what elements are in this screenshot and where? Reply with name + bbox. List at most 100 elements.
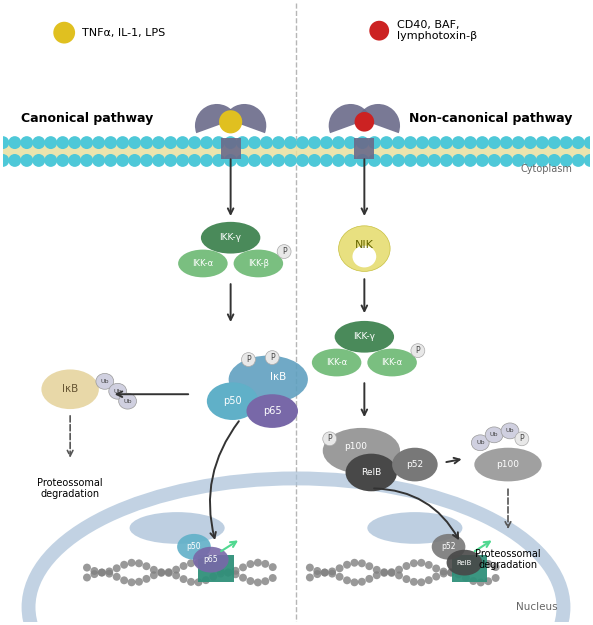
Ellipse shape: [452, 154, 465, 167]
Ellipse shape: [177, 534, 211, 559]
Text: IKK-γ: IKK-γ: [219, 233, 241, 242]
Ellipse shape: [484, 560, 492, 568]
Ellipse shape: [127, 559, 136, 567]
Ellipse shape: [584, 136, 593, 149]
Text: IκB: IκB: [62, 384, 78, 394]
Ellipse shape: [447, 569, 455, 576]
Ellipse shape: [212, 136, 225, 149]
Ellipse shape: [336, 564, 343, 572]
Ellipse shape: [560, 154, 573, 167]
Text: Canonical pathway: Canonical pathway: [21, 112, 153, 126]
Bar: [221, 138, 241, 159]
Ellipse shape: [464, 154, 477, 167]
Ellipse shape: [248, 136, 261, 149]
Ellipse shape: [404, 136, 417, 149]
Ellipse shape: [260, 136, 273, 149]
Text: RelB: RelB: [457, 559, 472, 566]
Ellipse shape: [140, 136, 153, 149]
Ellipse shape: [42, 369, 99, 409]
Text: p50: p50: [224, 396, 242, 406]
Ellipse shape: [440, 136, 453, 149]
Ellipse shape: [343, 561, 351, 569]
Ellipse shape: [56, 154, 69, 167]
Ellipse shape: [120, 561, 128, 569]
Ellipse shape: [150, 571, 158, 579]
Ellipse shape: [380, 136, 393, 149]
Text: Ub: Ub: [506, 428, 514, 433]
Ellipse shape: [188, 154, 201, 167]
Ellipse shape: [53, 22, 75, 44]
Ellipse shape: [296, 136, 309, 149]
Text: p65: p65: [203, 555, 218, 564]
Ellipse shape: [312, 349, 361, 376]
Ellipse shape: [388, 569, 396, 577]
Ellipse shape: [323, 428, 400, 474]
Bar: [3, 139, 590, 163]
Ellipse shape: [265, 351, 279, 364]
Ellipse shape: [492, 563, 499, 571]
Ellipse shape: [106, 568, 113, 576]
Ellipse shape: [247, 560, 254, 568]
Ellipse shape: [425, 576, 433, 584]
Ellipse shape: [219, 110, 242, 133]
Text: Ub: Ub: [101, 379, 109, 384]
Ellipse shape: [392, 154, 405, 167]
Ellipse shape: [202, 576, 210, 584]
Ellipse shape: [369, 21, 389, 41]
Bar: [198, 555, 234, 582]
Ellipse shape: [165, 568, 173, 576]
Ellipse shape: [180, 562, 187, 570]
Text: Ub: Ub: [113, 389, 122, 394]
Ellipse shape: [202, 561, 210, 569]
Ellipse shape: [395, 566, 403, 574]
Ellipse shape: [201, 222, 260, 254]
Bar: [355, 138, 374, 159]
Ellipse shape: [217, 569, 225, 578]
Text: P: P: [327, 434, 332, 443]
Ellipse shape: [80, 154, 93, 167]
Ellipse shape: [127, 578, 136, 586]
Ellipse shape: [355, 112, 374, 132]
Ellipse shape: [306, 564, 314, 571]
Ellipse shape: [187, 559, 195, 568]
Ellipse shape: [142, 575, 151, 583]
Ellipse shape: [104, 154, 117, 167]
Text: RelB: RelB: [361, 468, 381, 477]
Ellipse shape: [262, 578, 269, 585]
Ellipse shape: [119, 393, 136, 409]
Ellipse shape: [365, 575, 373, 583]
Ellipse shape: [358, 578, 366, 586]
Wedge shape: [224, 104, 266, 133]
Text: IKK-β: IKK-β: [248, 259, 269, 268]
Ellipse shape: [536, 154, 549, 167]
Ellipse shape: [209, 572, 217, 581]
Ellipse shape: [209, 564, 217, 572]
Text: NIK: NIK: [355, 239, 374, 249]
Ellipse shape: [485, 427, 503, 442]
Ellipse shape: [365, 562, 373, 570]
Ellipse shape: [200, 136, 213, 149]
Ellipse shape: [296, 154, 309, 167]
Text: Cytoplasm: Cytoplasm: [521, 164, 572, 174]
Text: IKK-α: IKK-α: [192, 259, 213, 268]
Ellipse shape: [150, 566, 158, 574]
Ellipse shape: [135, 559, 143, 568]
Ellipse shape: [113, 573, 120, 581]
Ellipse shape: [93, 154, 105, 167]
Ellipse shape: [116, 154, 129, 167]
Ellipse shape: [269, 574, 277, 582]
Ellipse shape: [313, 567, 321, 575]
Ellipse shape: [323, 432, 337, 446]
Ellipse shape: [352, 246, 376, 268]
Ellipse shape: [476, 136, 489, 149]
Ellipse shape: [254, 579, 262, 586]
Ellipse shape: [548, 154, 561, 167]
Ellipse shape: [432, 564, 440, 572]
Ellipse shape: [403, 575, 410, 583]
Ellipse shape: [180, 575, 187, 583]
Ellipse shape: [470, 577, 477, 585]
Ellipse shape: [176, 154, 189, 167]
Ellipse shape: [432, 534, 466, 559]
Ellipse shape: [142, 562, 151, 570]
Text: P: P: [270, 353, 275, 362]
